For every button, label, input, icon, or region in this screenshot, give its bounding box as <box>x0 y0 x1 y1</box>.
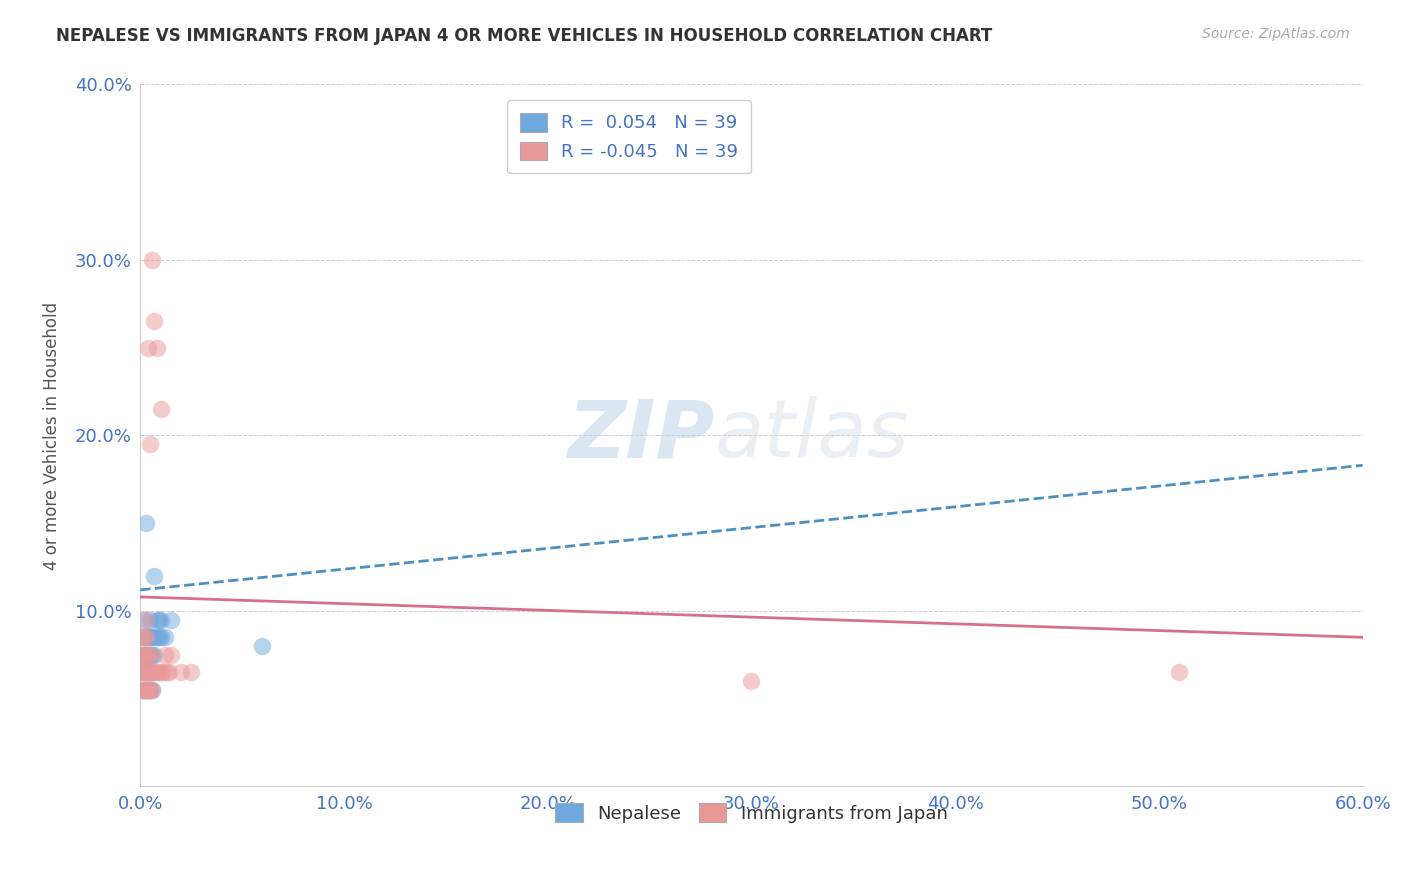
Point <box>145 341 167 355</box>
Point <box>149 630 172 644</box>
Point <box>138 682 160 697</box>
Point <box>153 648 176 662</box>
Point <box>149 665 172 680</box>
Point <box>153 630 176 644</box>
Point <box>148 630 170 644</box>
Y-axis label: 4 or more Vehicles in Household: 4 or more Vehicles in Household <box>44 301 60 569</box>
Point <box>143 648 166 662</box>
Point <box>1168 665 1191 680</box>
Point <box>145 630 167 644</box>
Point <box>135 665 157 680</box>
Point <box>135 648 157 662</box>
Point <box>152 665 174 680</box>
Point <box>159 613 181 627</box>
Point <box>252 639 274 653</box>
Point <box>138 665 160 680</box>
Point <box>139 682 162 697</box>
Point <box>138 682 160 697</box>
Point <box>149 402 172 417</box>
Point <box>134 682 156 697</box>
Text: atlas: atlas <box>714 396 910 475</box>
Point <box>131 665 153 680</box>
Point <box>134 665 156 680</box>
Point <box>156 665 179 680</box>
Point <box>139 665 162 680</box>
Point <box>139 437 162 451</box>
Point <box>135 682 157 697</box>
Point <box>141 630 163 644</box>
Point <box>740 674 762 689</box>
Text: NEPALESE VS IMMIGRANTS FROM JAPAN 4 OR MORE VEHICLES IN HOUSEHOLD CORRELATION CH: NEPALESE VS IMMIGRANTS FROM JAPAN 4 OR M… <box>56 27 993 45</box>
Text: Source: ZipAtlas.com: Source: ZipAtlas.com <box>1202 27 1350 41</box>
Point <box>135 613 157 627</box>
Point <box>139 682 162 697</box>
Text: ZIP: ZIP <box>568 396 714 475</box>
Point <box>138 648 160 662</box>
Point <box>141 682 163 697</box>
Legend: Nepalese, Immigrants from Japan: Nepalese, Immigrants from Japan <box>544 793 959 834</box>
Point <box>139 648 162 662</box>
Point <box>170 665 193 680</box>
Point <box>135 516 157 531</box>
Point <box>159 648 181 662</box>
Point <box>157 665 180 680</box>
Point <box>135 682 157 697</box>
Point <box>134 630 156 644</box>
Point <box>134 682 156 697</box>
Point <box>139 630 162 644</box>
Point <box>138 630 160 644</box>
Point <box>139 665 162 680</box>
Point <box>149 613 172 627</box>
Point <box>131 648 153 662</box>
Point <box>134 648 156 662</box>
Point <box>134 648 156 662</box>
Point <box>134 613 156 627</box>
Point <box>131 682 153 697</box>
Point <box>131 648 153 662</box>
Point <box>148 613 170 627</box>
Point <box>135 665 157 680</box>
Point <box>141 648 163 662</box>
Point <box>143 569 166 583</box>
Point <box>145 613 167 627</box>
Point <box>143 314 166 328</box>
Point <box>141 682 163 697</box>
Point <box>134 630 156 644</box>
Point <box>135 630 157 644</box>
Point <box>138 648 160 662</box>
Point <box>145 665 167 680</box>
Point <box>139 613 162 627</box>
Point <box>135 648 157 662</box>
Point <box>134 665 156 680</box>
Point <box>143 630 166 644</box>
Point <box>148 665 170 680</box>
Point <box>139 648 162 662</box>
Point <box>131 630 153 644</box>
Point <box>135 630 157 644</box>
Point <box>131 630 153 644</box>
Point <box>131 682 153 697</box>
Point <box>143 665 166 680</box>
Point <box>138 341 160 355</box>
Point <box>180 665 202 680</box>
Point <box>141 665 163 680</box>
Point <box>131 665 153 680</box>
Point <box>138 665 160 680</box>
Point <box>141 252 163 267</box>
